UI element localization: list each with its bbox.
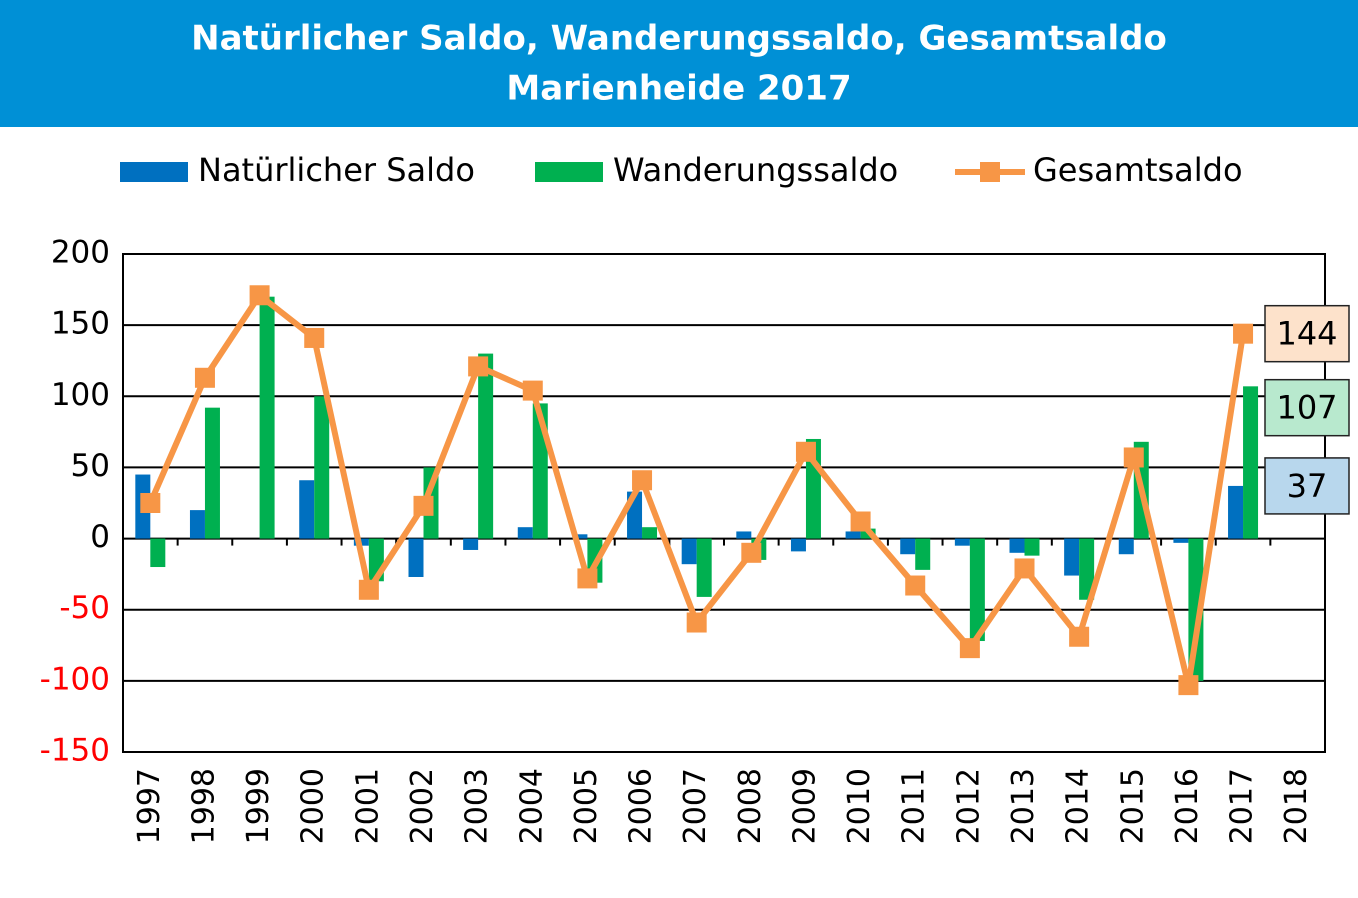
value-label: 144 <box>1276 315 1337 353</box>
y-tick-label: -50 <box>59 590 110 626</box>
bar <box>790 538 806 552</box>
marker <box>1233 323 1254 344</box>
chart-title: Natürlicher Saldo, Wanderungssaldo, Gesa… <box>191 19 1167 59</box>
x-tick-label: 2007 <box>678 768 713 844</box>
bar <box>1009 538 1025 553</box>
marker <box>194 367 215 388</box>
x-tick-label: 2002 <box>405 768 440 844</box>
x-tick-label: 2008 <box>733 768 768 844</box>
bar <box>299 480 315 539</box>
bar <box>1024 538 1040 556</box>
x-tick-label: 2015 <box>1115 768 1150 844</box>
legend-label: Wanderungssaldo <box>613 151 898 189</box>
marker <box>741 542 762 563</box>
marker <box>1123 447 1144 468</box>
x-tick-label: 2010 <box>842 768 877 844</box>
y-tick-label: 200 <box>51 235 110 271</box>
y-tick-label: -100 <box>40 661 110 697</box>
bar <box>572 534 588 539</box>
marker <box>632 470 653 491</box>
legend-label: Natürlicher Saldo <box>198 151 475 189</box>
value-label: 107 <box>1276 389 1337 427</box>
bar <box>1228 485 1244 539</box>
value-label-box <box>1264 304 1350 363</box>
bar <box>1173 538 1189 543</box>
value-label: 37 <box>1287 467 1328 505</box>
x-tick-label: 2003 <box>460 768 495 844</box>
marker <box>850 511 871 532</box>
bar <box>463 538 479 550</box>
value-label-bg <box>1265 457 1349 514</box>
bar <box>900 538 916 555</box>
bar <box>696 538 712 597</box>
marker <box>577 568 598 589</box>
value-label-box <box>1264 457 1350 515</box>
x-tick-label: 1998 <box>186 768 221 844</box>
bar <box>1064 538 1080 576</box>
title-banner <box>0 0 1358 127</box>
marker <box>140 493 161 513</box>
bar <box>1243 386 1259 539</box>
bar <box>969 538 985 642</box>
marker <box>1178 675 1199 696</box>
x-tick-label: 1997 <box>132 768 167 844</box>
x-tick-label: 2016 <box>1170 768 1205 844</box>
bar <box>642 527 658 539</box>
x-tick-label: 2001 <box>350 768 385 844</box>
x-tick-label: 2012 <box>951 768 986 844</box>
bar <box>150 538 166 568</box>
x-tick-label: 2017 <box>1225 768 1260 844</box>
x-tick-label: 2005 <box>569 768 604 844</box>
x-tick-label: 2018 <box>1279 768 1314 844</box>
x-tick-label: 2006 <box>624 768 659 844</box>
marker <box>686 612 707 633</box>
y-tick-label: 150 <box>51 306 110 342</box>
marker <box>413 495 434 516</box>
x-tick-label: 1999 <box>241 768 276 844</box>
bar <box>517 527 533 539</box>
bar <box>478 353 494 539</box>
value-label-bg <box>1265 305 1349 362</box>
x-tick-label: 2014 <box>1061 768 1096 844</box>
value-label-bg <box>1265 379 1349 436</box>
marker <box>468 356 489 377</box>
legend-swatch <box>535 162 603 182</box>
legend-marker <box>980 162 1000 182</box>
marker <box>249 285 270 306</box>
x-tick-label: 2009 <box>787 768 822 844</box>
x-tick-label: 2000 <box>296 768 331 844</box>
value-label-box <box>1264 378 1350 437</box>
y-tick-label: -150 <box>40 733 110 769</box>
bar <box>736 531 752 539</box>
bar <box>1118 538 1134 555</box>
x-tick-label: 2013 <box>1006 768 1041 844</box>
marker <box>304 327 325 348</box>
x-tick-label: 2004 <box>514 768 549 844</box>
bar <box>681 538 697 565</box>
x-tick-label: 2011 <box>897 768 932 844</box>
bar <box>915 538 931 570</box>
marker <box>905 575 926 596</box>
bar <box>845 531 861 539</box>
bar <box>954 538 970 546</box>
marker <box>522 380 543 401</box>
bar <box>408 538 424 577</box>
marker <box>795 441 816 462</box>
bar <box>1079 538 1095 600</box>
chart-subtitle: Marienheide 2017 <box>506 69 851 109</box>
y-tick-label: 100 <box>51 377 110 413</box>
marker <box>1069 626 1090 647</box>
marker <box>1014 558 1035 579</box>
bar <box>204 407 220 539</box>
bar <box>259 296 275 539</box>
marker <box>358 579 379 600</box>
bar <box>189 510 205 539</box>
bar <box>314 396 330 539</box>
legend-swatch <box>120 162 188 182</box>
legend-label: Gesamtsaldo <box>1033 151 1243 189</box>
y-tick-label: 0 <box>90 519 110 555</box>
y-tick-label: 50 <box>71 448 110 484</box>
marker <box>959 638 980 659</box>
